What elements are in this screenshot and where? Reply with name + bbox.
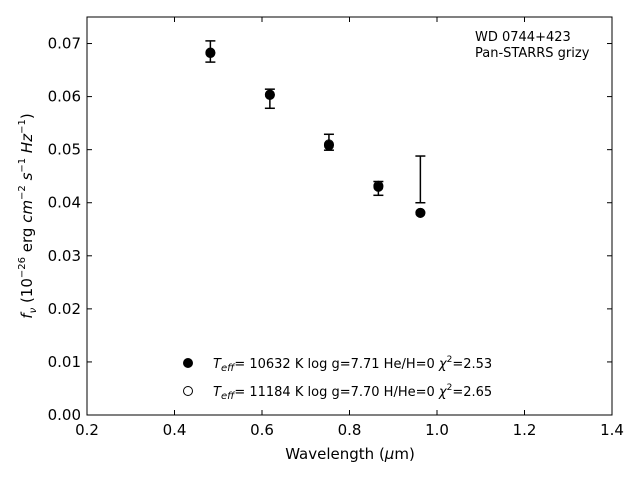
- x-axis-label: Wavelength (μm): [285, 445, 415, 463]
- y-tick-label: 0.04: [48, 194, 81, 212]
- x-tick-label: 1.2: [513, 421, 537, 439]
- y-tick-label: 0.00: [48, 406, 81, 424]
- observed-errorbar: [415, 155, 426, 204]
- x-tick-label: 0.2: [75, 421, 99, 439]
- x-tick-label: 0.8: [338, 421, 362, 439]
- annotation-line-object: WD 0744+423: [475, 30, 571, 45]
- observed-errorbar: [264, 88, 275, 110]
- annotation-line-survey: Pan-STARRS grizy: [475, 46, 590, 61]
- x-tick-label: 1.4: [600, 421, 624, 439]
- y-tick-label: 0.02: [48, 300, 81, 318]
- y-tick-label: 0.03: [48, 247, 81, 265]
- legend: Teff= 10632 K log g=7.71 He/H=0 χ2=2.53 T…: [183, 355, 492, 402]
- y-tick-label: 0.05: [48, 141, 81, 159]
- legend-label: Teff= 11184 K log g=7.70 H/He=0 χ2=2.65: [213, 383, 492, 402]
- y-axis-label: fν (10−26 erg cm−2 s−1 Hz−1): [17, 113, 39, 318]
- y-tick-label: 0.01: [48, 353, 81, 371]
- y-tick-label: 0.07: [48, 35, 81, 53]
- legend-label: Teff= 10632 K log g=7.71 He/H=0 χ2=2.53: [213, 355, 492, 374]
- legend-marker-filled: [183, 358, 193, 368]
- observed-errorbar: [205, 40, 216, 63]
- x-tick-label: 0.6: [250, 421, 274, 439]
- x-tick-label: 1.0: [425, 421, 449, 439]
- x-tick-label: 0.4: [163, 421, 187, 439]
- plot-area: [205, 40, 426, 218]
- axis-ticks: 0.2 0.4 0.6 0.8 1.0 1.2 1.4 0.00 0.01 0.02 0.03 0.0…: [48, 17, 624, 439]
- legend-marker-open: [183, 386, 193, 396]
- annotation: WD 0744+423 Pan-STARRS grizy: [475, 30, 590, 61]
- observed-errorbar: [373, 180, 384, 197]
- model-point-filled: [415, 207, 426, 218]
- observed-errorbar: [323, 133, 334, 151]
- y-tick-label: 0.06: [48, 88, 81, 106]
